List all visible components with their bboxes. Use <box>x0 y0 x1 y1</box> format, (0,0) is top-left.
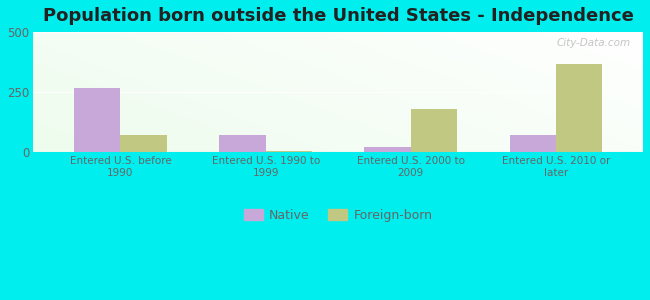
Bar <box>266 151 312 152</box>
Bar <box>556 64 603 152</box>
Bar <box>219 135 266 152</box>
Bar <box>411 109 457 152</box>
Legend: Native, Foreign-born: Native, Foreign-born <box>239 204 437 227</box>
Title: Population born outside the United States - Independence: Population born outside the United State… <box>43 7 634 25</box>
Bar <box>510 135 556 152</box>
Bar <box>74 88 120 152</box>
Text: City-Data.com: City-Data.com <box>557 38 631 48</box>
Bar <box>365 147 411 152</box>
Bar <box>120 135 167 152</box>
